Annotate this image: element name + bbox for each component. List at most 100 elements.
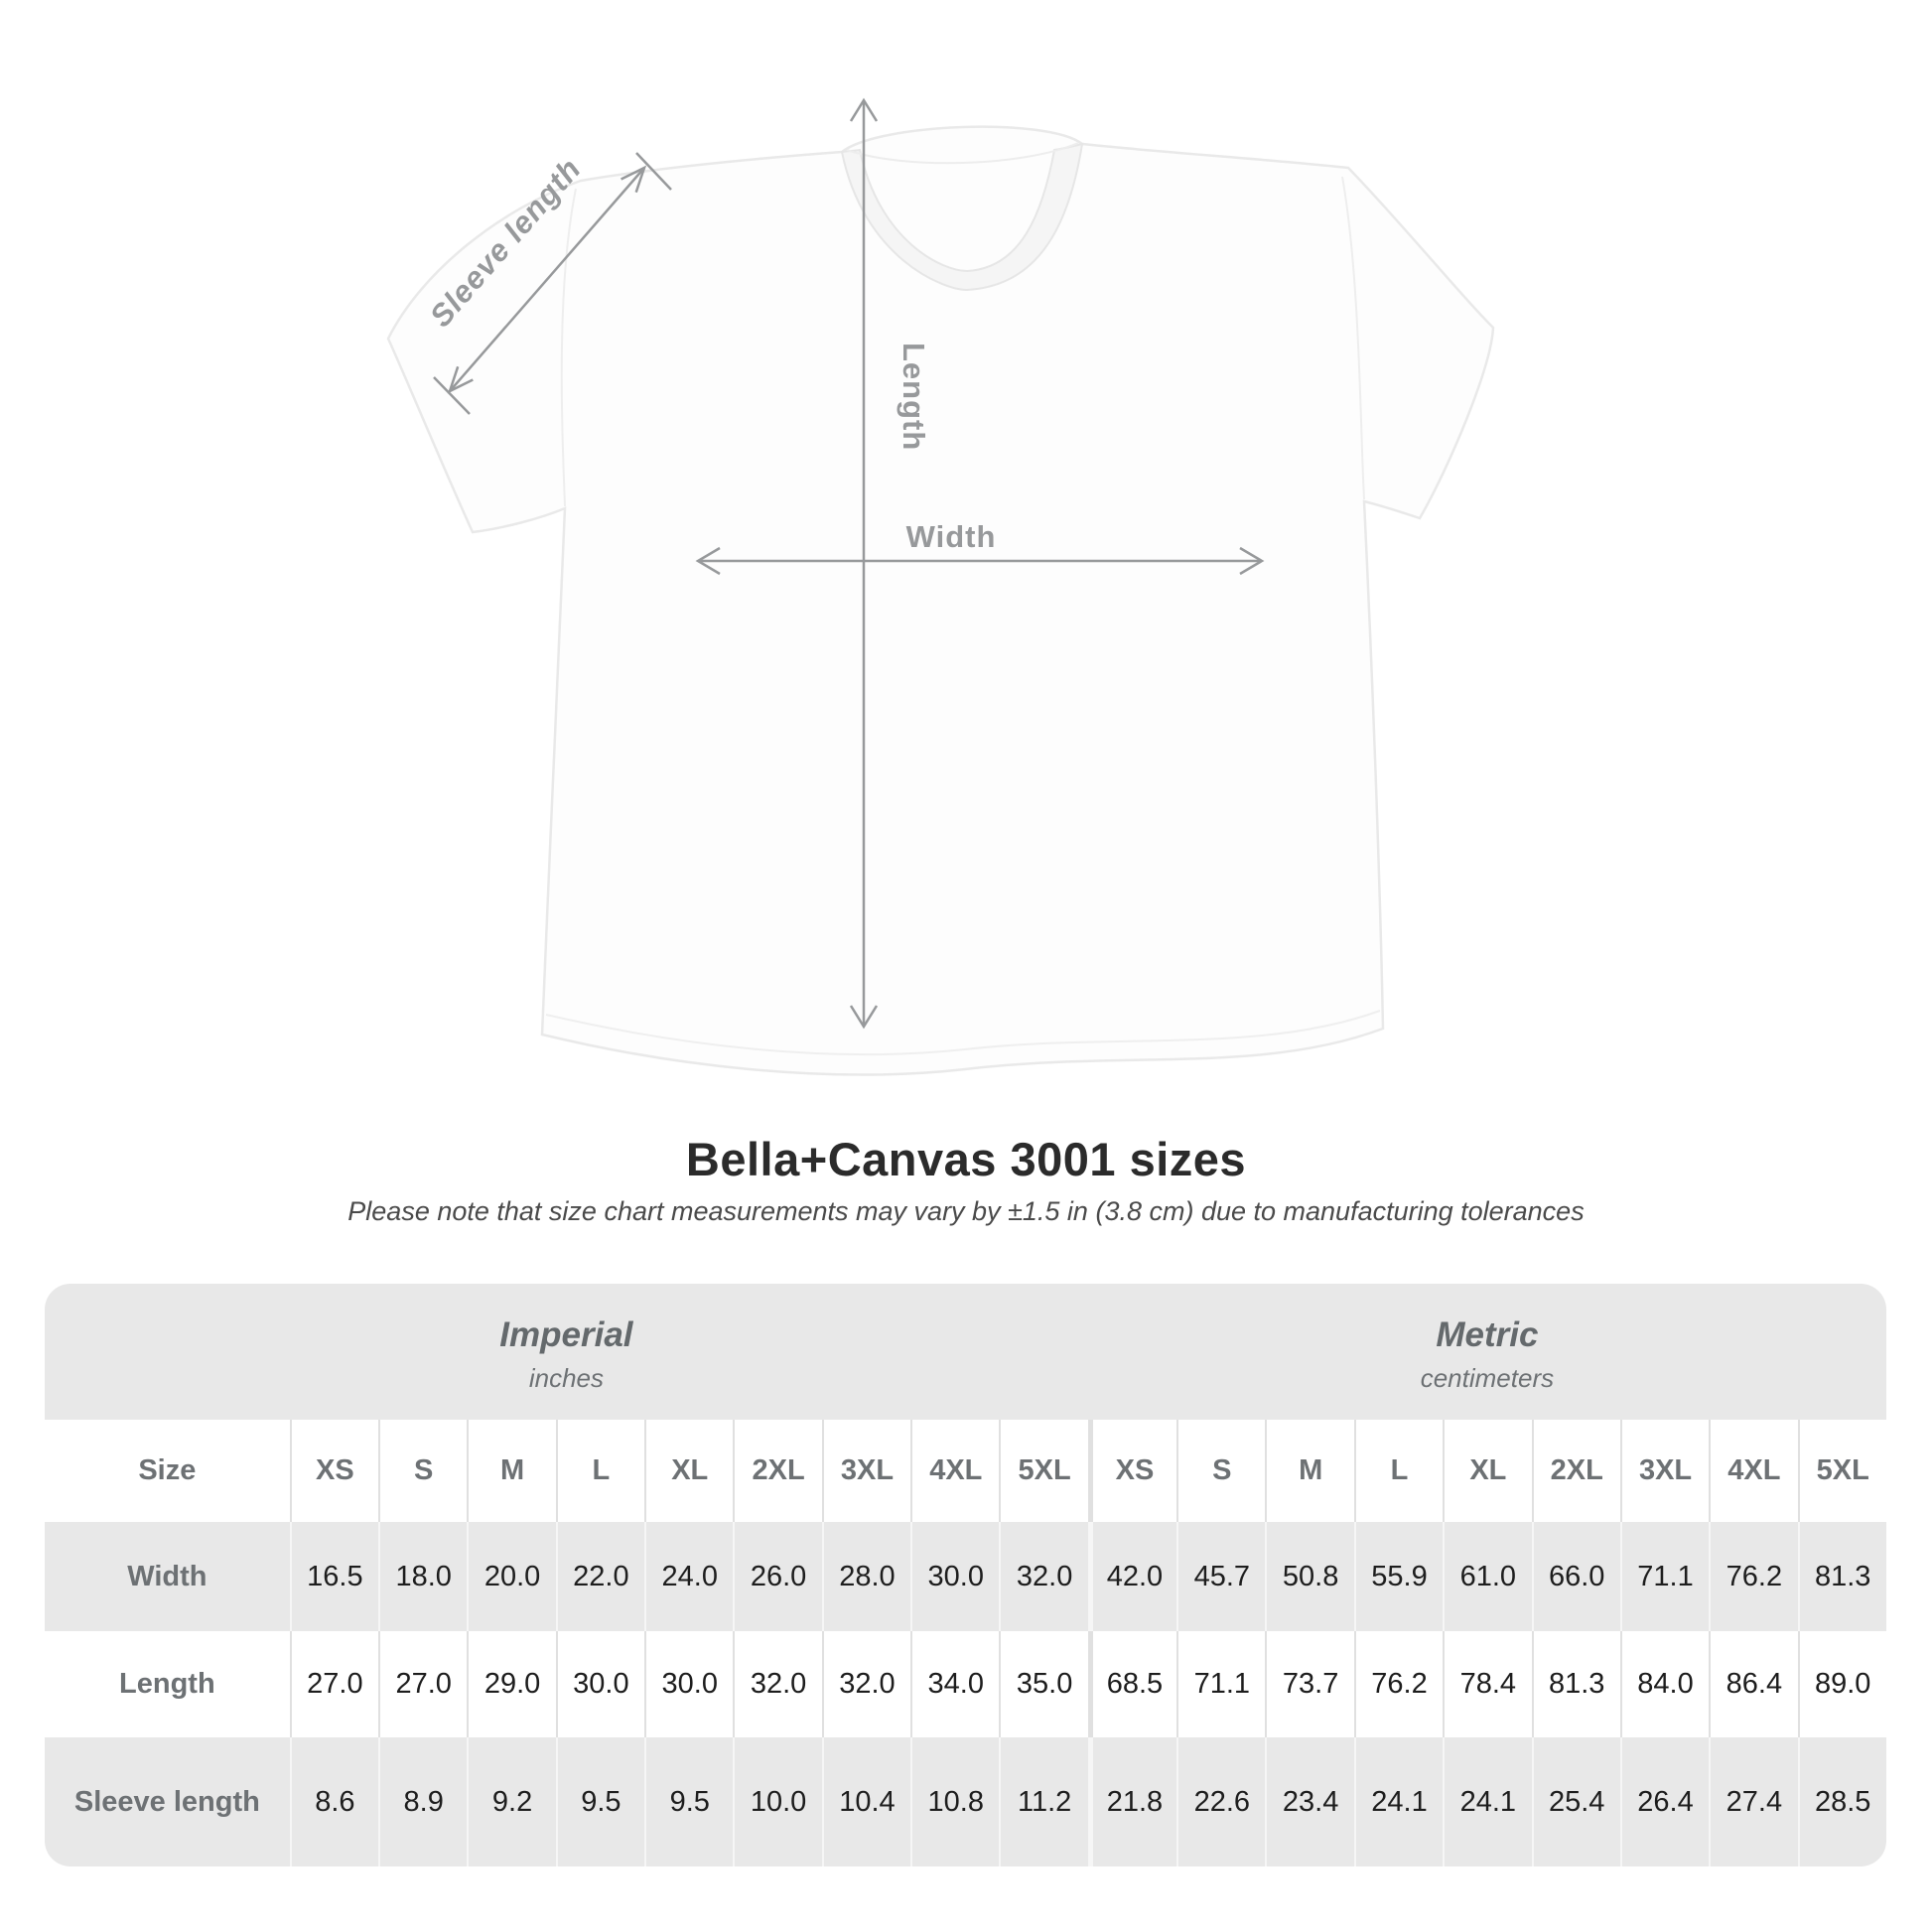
length-imperial-value: 29.0 [467, 1631, 555, 1737]
width-imperial-value: 30.0 [910, 1522, 999, 1631]
width-metric-value: 66.0 [1531, 1522, 1620, 1631]
sleeve-metric-value: 28.5 [1797, 1737, 1886, 1866]
width-label: Width [906, 519, 997, 554]
sleeve-imperial-value: 10.4 [821, 1737, 910, 1866]
width-metric-value: 55.9 [1353, 1522, 1443, 1631]
sleeve-metric-value: 24.1 [1443, 1737, 1531, 1866]
length-metric-value: 76.2 [1353, 1631, 1443, 1737]
length-imperial-value: 35.0 [999, 1631, 1087, 1737]
size-col-metric-4xl: 4XL [1709, 1420, 1797, 1522]
size-header-cell: Size [138, 1454, 197, 1486]
length-imperial-value: 30.0 [644, 1631, 733, 1737]
tshirt-hem-line [545, 1010, 1381, 1056]
length-imperial-value: 27.0 [289, 1631, 378, 1737]
length-label: Length [897, 343, 931, 451]
width-metric-value: 76.2 [1709, 1522, 1797, 1631]
sleeve-metric-value: 22.6 [1176, 1737, 1265, 1866]
width-metric-value: 71.1 [1619, 1522, 1709, 1631]
page-title: Bella+Canvas 3001 sizes [685, 1133, 1247, 1185]
sleeve-length-arrow [433, 152, 672, 415]
size-col-imperial-2xl: 2XL [733, 1420, 821, 1522]
sleeve-imperial-value: 11.2 [999, 1737, 1087, 1866]
length-metric-value: 68.5 [1087, 1631, 1176, 1737]
length-imperial-value: 27.0 [378, 1631, 467, 1737]
length-metric-value: 73.7 [1265, 1631, 1353, 1737]
sleeve-metric-value: 26.4 [1619, 1737, 1709, 1866]
row-label-length: Length [119, 1668, 215, 1700]
unit-system-header-row: Imperial inches Metric centimeters [45, 1284, 1886, 1420]
length-imperial-value: 32.0 [821, 1631, 910, 1737]
size-col-imperial-l: L [555, 1420, 644, 1522]
sleeve-metric-value: 21.8 [1087, 1737, 1176, 1866]
tolerance-note: Please note that size chart measurements… [347, 1196, 1585, 1226]
size-col-imperial-s: S [378, 1420, 467, 1522]
size-col-metric-m: M [1265, 1420, 1353, 1522]
size-header-row: Size XS S M L XL 2XL 3XL 4XL 5XL XS S M … [45, 1420, 1886, 1522]
length-metric-value: 81.3 [1531, 1631, 1620, 1737]
length-arrow [849, 97, 879, 1030]
sleeve-imperial-value: 8.9 [378, 1737, 467, 1866]
width-imperial-value: 18.0 [378, 1522, 467, 1631]
sleeve-metric-value: 24.1 [1353, 1737, 1443, 1866]
sleeve-imperial-value: 10.8 [910, 1737, 999, 1866]
length-imperial-value: 32.0 [733, 1631, 821, 1737]
imperial-unit-label: inches [528, 1363, 604, 1393]
sleeve-imperial-value: 8.6 [289, 1737, 378, 1866]
size-col-metric-2xl: 2XL [1531, 1420, 1620, 1522]
width-imperial-value: 20.0 [467, 1522, 555, 1631]
table-row-length: Length 27.0 27.0 29.0 30.0 30.0 32.0 32.… [45, 1631, 1886, 1737]
width-metric-value: 61.0 [1443, 1522, 1531, 1631]
size-col-metric-5xl: 5XL [1797, 1420, 1886, 1522]
sleeve-metric-value: 27.4 [1709, 1737, 1797, 1866]
width-metric-value: 45.7 [1176, 1522, 1265, 1631]
length-imperial-value: 30.0 [555, 1631, 644, 1737]
size-col-metric-s: S [1176, 1420, 1265, 1522]
imperial-section-header: Imperial inches [45, 1284, 1088, 1420]
width-imperial-value: 24.0 [644, 1522, 733, 1631]
row-label-width: Width [127, 1560, 207, 1592]
sleeve-imperial-value: 9.5 [555, 1737, 644, 1866]
tshirt-left-sleeve-seam [560, 188, 577, 507]
metric-section-header: Metric centimeters [1088, 1284, 1886, 1420]
width-metric-value: 81.3 [1797, 1522, 1886, 1631]
size-col-imperial-m: M [467, 1420, 555, 1522]
sleeve-metric-value: 23.4 [1265, 1737, 1353, 1866]
tshirt-right-sleeve-seam [1341, 176, 1365, 500]
size-col-imperial-3xl: 3XL [821, 1420, 910, 1522]
tshirt-back-collar-line [846, 142, 1079, 165]
width-imperial-value: 32.0 [999, 1522, 1087, 1631]
width-imperial-value: 28.0 [821, 1522, 910, 1631]
width-metric-value: 50.8 [1265, 1522, 1353, 1631]
tshirt-body [386, 125, 1495, 1076]
tshirt-measurement-diagram: Length Width Sleeve length [386, 97, 1495, 1076]
table-row-width: Width 16.5 18.0 20.0 22.0 24.0 26.0 28.0… [45, 1522, 1886, 1631]
metric-unit-label: centimeters [1420, 1363, 1555, 1393]
width-metric-value: 42.0 [1087, 1522, 1176, 1631]
length-imperial-value: 34.0 [910, 1631, 999, 1737]
size-col-imperial-xl: XL [644, 1420, 733, 1522]
size-col-metric-l: L [1353, 1420, 1443, 1522]
width-imperial-value: 22.0 [555, 1522, 644, 1631]
length-metric-value: 89.0 [1797, 1631, 1886, 1737]
length-metric-value: 86.4 [1709, 1631, 1797, 1737]
length-metric-value: 78.4 [1443, 1631, 1531, 1737]
length-metric-value: 71.1 [1176, 1631, 1265, 1737]
size-col-metric-xs: XS [1087, 1420, 1176, 1522]
size-col-metric-xl: XL [1443, 1420, 1531, 1522]
metric-label: Metric [1436, 1315, 1539, 1354]
tshirt-illustration [386, 125, 1495, 1076]
width-arrow [695, 546, 1265, 576]
width-imperial-value: 26.0 [733, 1522, 821, 1631]
sleeve-imperial-value: 10.0 [733, 1737, 821, 1866]
size-col-imperial-5xl: 5XL [999, 1420, 1087, 1522]
size-col-metric-3xl: 3XL [1619, 1420, 1709, 1522]
sleeve-imperial-value: 9.5 [644, 1737, 733, 1866]
size-col-imperial-xs: XS [289, 1420, 378, 1522]
size-chart-table: Imperial inches Metric centimeters Size … [45, 1284, 1886, 1866]
size-col-imperial-4xl: 4XL [910, 1420, 999, 1522]
table-row-sleeve-length: Sleeve length 8.6 8.9 9.2 9.5 9.5 10.0 1… [45, 1737, 1886, 1866]
sleeve-metric-value: 25.4 [1531, 1737, 1620, 1866]
sleeve-imperial-value: 9.2 [467, 1737, 555, 1866]
row-label-sleeve-length: Sleeve length [73, 1785, 260, 1818]
